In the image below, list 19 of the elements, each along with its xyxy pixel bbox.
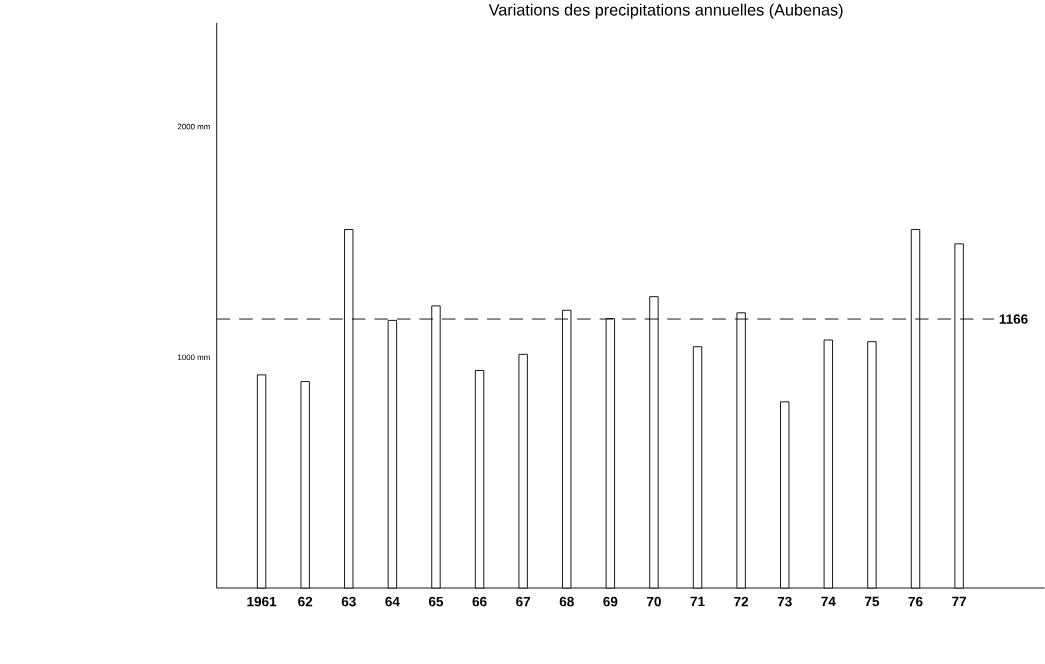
x-tick-label: 71	[690, 596, 705, 607]
x-tick-label: 75	[864, 596, 880, 607]
x-tick-label: 73	[777, 596, 792, 607]
chart-title: Variations des precipitations annuelles (Aubenas)	[488, 3, 843, 19]
x-tick-label: 77	[952, 596, 967, 607]
x-tick-label: 69	[603, 596, 618, 607]
x-tick-label: 64	[385, 596, 400, 607]
x-tick-label: 76	[908, 596, 923, 607]
x-tick-label: 66	[472, 596, 487, 607]
x-tick-label: 62	[298, 596, 313, 607]
x-tick-label: 67	[516, 596, 531, 607]
x-tick-label: 70	[647, 596, 661, 607]
x-tick-label: 1961	[247, 596, 277, 607]
x-tick-label: 63	[341, 596, 356, 607]
ref-line-label: 1166	[999, 314, 1028, 324]
x-tick-label: 74	[821, 596, 836, 607]
x-tick-label: 68	[559, 596, 574, 607]
x-tick-label: 72	[734, 596, 749, 607]
x-tick-label: 65	[428, 596, 444, 607]
